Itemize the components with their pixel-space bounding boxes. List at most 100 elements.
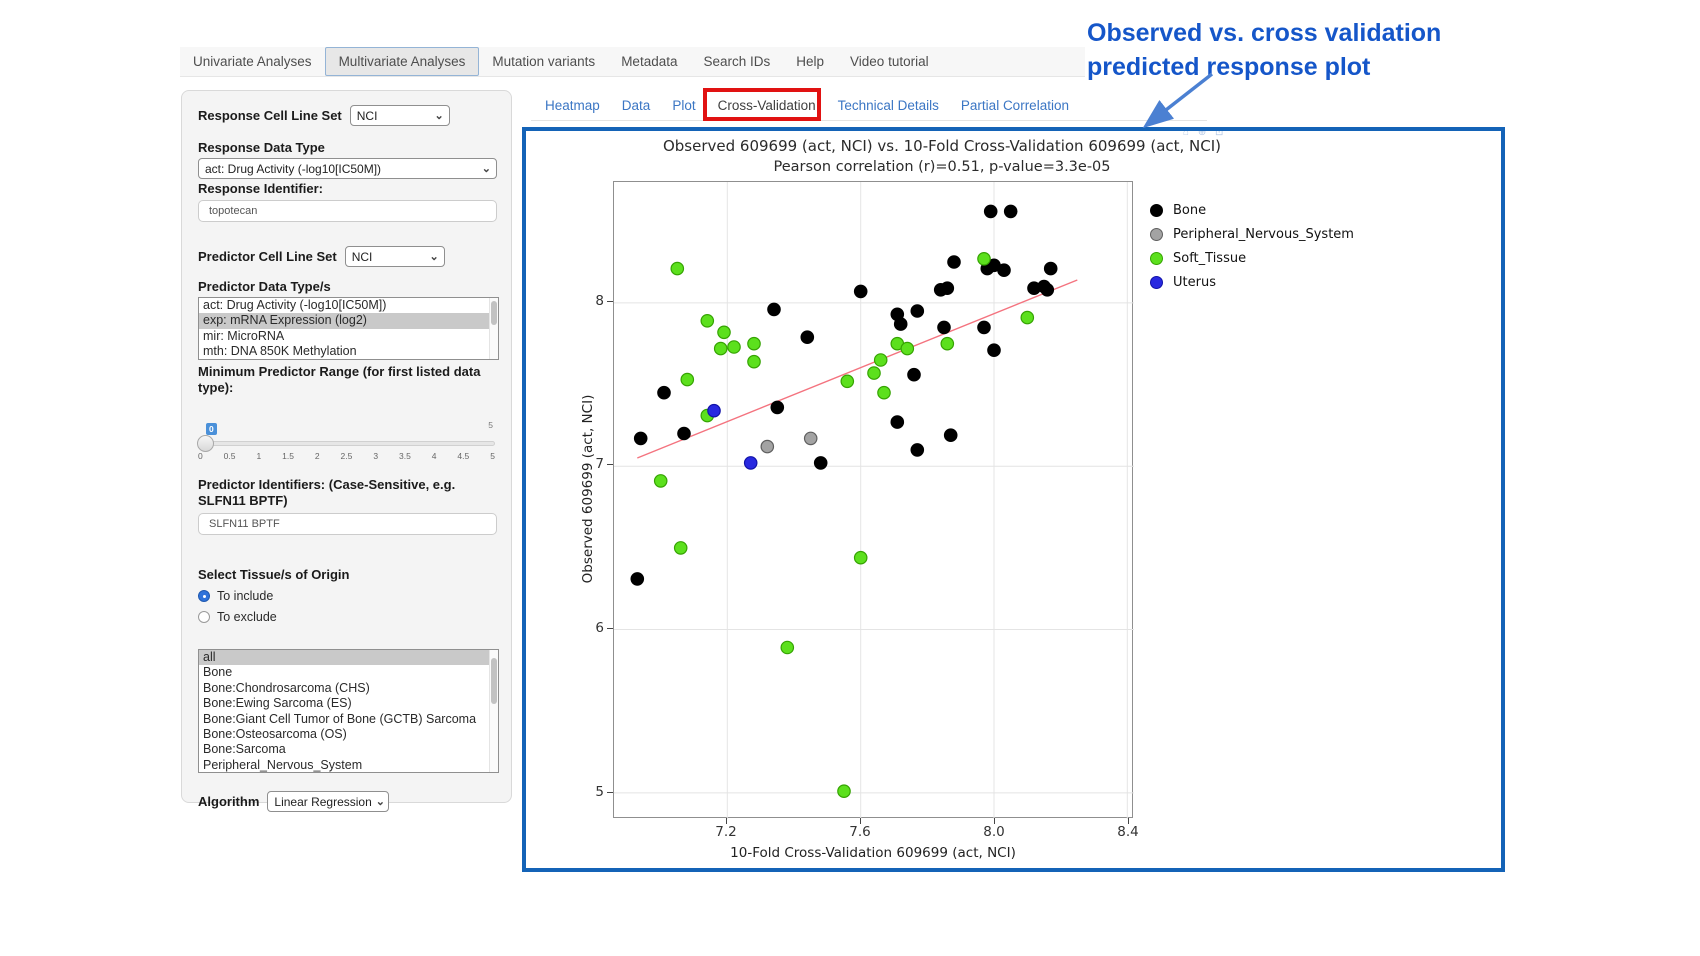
min-predictor-range-label: Minimum Predictor Range (for first liste… xyxy=(198,364,481,395)
predictor-cell-line-set-label: Predictor Cell Line Set xyxy=(198,248,337,264)
y-tick-mark xyxy=(607,792,613,794)
x-tick-label: 8.4 xyxy=(1117,824,1139,840)
tissue-listbox: all Bone Bone:Chondrosarcoma (CHS) Bone:… xyxy=(198,649,499,773)
y-tick-label: 7 xyxy=(595,456,604,472)
listbox-option[interactable]: mir: MicroRNA xyxy=(203,328,285,343)
scatter-plot-canvas xyxy=(614,182,1134,819)
x-tick-label: 7.2 xyxy=(715,824,737,840)
plot-subtitle-line: Pearson correlation (r)=0.51, p-value=3.… xyxy=(773,159,1111,175)
nav-tab-help[interactable]: Help xyxy=(796,54,825,69)
response-cell-line-set-select[interactable]: NCI ⌄ xyxy=(349,105,450,126)
listbox-option[interactable]: exp: mRNA Expression (log2) xyxy=(199,313,498,329)
radio-to-exclude[interactable] xyxy=(198,611,210,623)
listbox-option[interactable]: Peripheral_Nervous_System xyxy=(203,757,363,772)
tabs-underline xyxy=(531,120,1207,121)
y-tick-label: 8 xyxy=(595,293,604,309)
legend-item-peripheral-nervous-system[interactable]: Peripheral_Nervous_System xyxy=(1150,226,1354,242)
x-tick-mark xyxy=(860,818,862,824)
slider-handle[interactable] xyxy=(197,435,214,452)
x-tick-label: 8.0 xyxy=(983,824,1005,840)
listbox-option[interactable]: mth: DNA 850K Methylation xyxy=(203,344,357,359)
annotation-text: Observed vs. cross validation predicted … xyxy=(1087,19,1442,81)
algorithm-label: Algorithm xyxy=(198,793,260,809)
legend-label: Peripheral_Nervous_System xyxy=(1173,226,1354,242)
scrollbar xyxy=(489,298,498,359)
min-predictor-range-slider: 0 5 0 0.5 1 1.5 2 2.5 3 3.5 4 4.5 5 xyxy=(197,420,495,461)
response-cell-line-set-label: Response Cell Line Set xyxy=(198,107,342,123)
plot-legend: Bone Peripheral_Nervous_System Soft_Tiss… xyxy=(1150,202,1354,290)
legend-item-uterus[interactable]: Uterus xyxy=(1150,274,1354,290)
tab-cross-validation[interactable]: Cross-Validation xyxy=(717,97,816,113)
radio-to-include[interactable] xyxy=(198,590,210,602)
legend-marker-icon xyxy=(1150,227,1163,241)
y-tick-mark xyxy=(607,628,613,630)
slider-max-label: 5 xyxy=(488,420,493,430)
annotation-arrow-icon xyxy=(1142,72,1214,129)
slider-tick-labels: 0 0.5 1 1.5 2 2.5 3 3.5 4 4.5 5 xyxy=(198,451,495,461)
tab-technical-details[interactable]: Technical Details xyxy=(837,97,939,113)
plot-toolbar[interactable]: ⌂ ⊕ ⊡ xyxy=(1183,127,1227,138)
listbox-option[interactable]: Bone:Sarcoma xyxy=(203,742,286,757)
response-data-type-label: Response Data Type xyxy=(198,140,325,155)
nav-tab-multivariate-analyses[interactable]: Multivariate Analyses xyxy=(324,47,480,76)
algorithm-select[interactable]: Linear Regression ⌄ xyxy=(267,791,390,812)
plot-title-line: Observed 609699 (act, NCI) vs. 10-Fold C… xyxy=(662,137,1222,155)
scrollbar-thumb[interactable] xyxy=(491,301,497,325)
legend-marker-icon xyxy=(1150,275,1163,289)
nav-tab-univariate-analyses[interactable]: Univariate Analyses xyxy=(193,54,312,69)
listbox-option[interactable]: Bone:Chondrosarcoma (CHS) xyxy=(203,680,370,695)
plot-panel xyxy=(613,181,1134,819)
legend-marker-icon xyxy=(1150,251,1163,265)
legend-label: Soft_Tissue xyxy=(1173,250,1247,266)
nav-tab-mutation-variants[interactable]: Mutation variants xyxy=(492,54,596,69)
x-tick-mark xyxy=(1128,818,1130,824)
listbox-option[interactable]: Bone:Giant Cell Tumor of Bone (GCTB) Sar… xyxy=(203,711,477,726)
tab-heatmap[interactable]: Heatmap xyxy=(545,97,600,113)
predictor-data-types-label: Predictor Data Type/s xyxy=(198,279,331,294)
predictor-identifiers-input[interactable] xyxy=(198,513,497,535)
listbox-option[interactable]: all xyxy=(199,650,498,666)
scrollbar-thumb[interactable] xyxy=(491,658,497,704)
top-navbar: Univariate Analyses Multivariate Analyse… xyxy=(180,47,1085,77)
y-tick-mark xyxy=(607,301,613,303)
radio-to-include-label: To include xyxy=(217,589,274,603)
nav-tab-video-tutorial[interactable]: Video tutorial xyxy=(850,54,929,69)
y-tick-mark xyxy=(607,464,613,466)
content-tab-bar: Heatmap Data Plot Cross-Validation Techn… xyxy=(543,92,1071,118)
listbox-option[interactable]: Bone:Osteosarcoma (OS) xyxy=(203,726,347,741)
response-data-type-select[interactable]: act: Drug Activity (-log10[IC50M]) ⌄ xyxy=(198,158,497,179)
listbox-option[interactable]: Bone:Ewing Sarcoma (ES) xyxy=(203,696,352,711)
predictor-data-types-listbox: act: Drug Activity (-log10[IC50M]) exp: … xyxy=(198,297,499,360)
nav-tab-metadata[interactable]: Metadata xyxy=(621,54,678,69)
response-identifier-label: Response Identifier: xyxy=(198,181,323,196)
x-axis-title: 10-Fold Cross-Validation 609699 (act, NC… xyxy=(730,845,1016,861)
legend-marker-icon xyxy=(1150,203,1163,217)
tab-plot[interactable]: Plot xyxy=(672,97,696,113)
red-highlight-frame xyxy=(703,88,821,121)
tab-partial-correlation[interactable]: Partial Correlation xyxy=(960,97,1069,113)
plot-title: Observed 609699 (act, NCI) vs. 10-Fold C… xyxy=(560,136,1324,177)
radio-to-exclude-label: To exclude xyxy=(217,610,277,624)
tissue-origin-label: Select Tissue/s of Origin xyxy=(198,567,350,582)
scrollbar xyxy=(489,650,498,772)
listbox-option[interactable]: act: Drug Activity (-log10[IC50M]) xyxy=(203,298,387,312)
listbox-option[interactable]: Bone xyxy=(203,665,233,680)
chevron-down-icon: ⌄ xyxy=(375,796,385,808)
legend-item-bone[interactable]: Bone xyxy=(1150,202,1354,218)
tab-data[interactable]: Data xyxy=(621,97,651,113)
legend-label: Bone xyxy=(1173,202,1207,218)
chevron-down-icon: ⌄ xyxy=(481,163,491,175)
nav-tab-search-ids[interactable]: Search IDs xyxy=(703,54,771,69)
legend-item-soft-tissue[interactable]: Soft_Tissue xyxy=(1150,250,1354,266)
slider-value-badge: 0 xyxy=(206,423,217,435)
slider-track[interactable] xyxy=(197,435,495,452)
sidebar-panel: Response Cell Line Set NCI ⌄ Response Dat… xyxy=(181,90,512,812)
chevron-down-icon: ⌄ xyxy=(429,251,439,263)
legend-label: Uterus xyxy=(1173,274,1216,290)
x-tick-mark xyxy=(726,818,728,824)
predictor-cell-line-set-select[interactable]: NCI ⌄ xyxy=(344,246,445,267)
response-identifier-input[interactable] xyxy=(198,200,497,222)
x-tick-label: 7.6 xyxy=(849,824,871,840)
y-tick-label: 6 xyxy=(595,620,604,636)
y-axis-title: Observed 609699 (act, NCI) xyxy=(580,394,596,584)
